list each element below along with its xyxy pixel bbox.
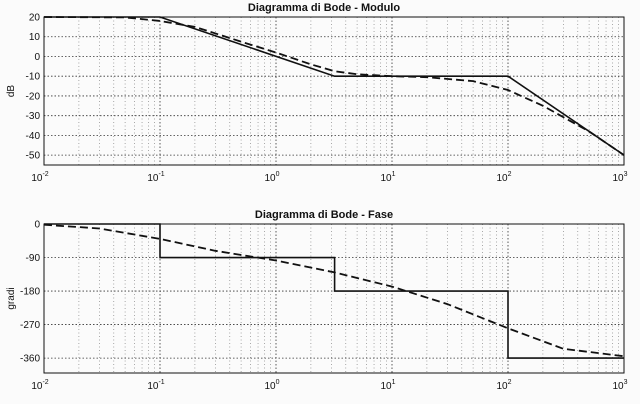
phase-ytick-label: -90 <box>26 253 41 264</box>
phase-xtick-exponent: 3 <box>624 379 628 386</box>
phase-xtick-base: 10 <box>147 381 159 392</box>
magnitude-xtick-exponent: 0 <box>276 171 280 178</box>
magnitude-dashed-curve <box>43 16 625 156</box>
phase-xtick-label: 101 <box>380 379 395 392</box>
phase-ytick-label: 0 <box>34 220 40 231</box>
magnitude-xtick-base: 10 <box>496 173 508 184</box>
phase-xtick-label: 10-2 <box>31 379 48 392</box>
magnitude-ytick-label: -10 <box>26 72 41 83</box>
magnitude-ytick-label: -50 <box>26 151 41 162</box>
phase-xtick-label: 100 <box>264 379 279 392</box>
magnitude-xtick-exponent: 2 <box>508 171 512 178</box>
magnitude-xtick-base: 10 <box>264 173 276 184</box>
phase-ytick-label: -180 <box>20 287 40 298</box>
magnitude-title: Diagramma di Bode - Modulo <box>248 2 400 14</box>
magnitude-xtick-label: 102 <box>496 171 511 184</box>
magnitude-xtick-exponent: 3 <box>624 171 628 178</box>
phase-dashed-curve <box>43 223 625 358</box>
phase-xtick-base: 10 <box>31 381 43 392</box>
magnitude-axes-frame <box>43 16 625 166</box>
magnitude-xtick-base: 10 <box>612 173 624 184</box>
phase-xtick-exponent: -1 <box>158 379 164 386</box>
phase-xtick-base: 10 <box>612 381 624 392</box>
magnitude-xtick-label: 101 <box>380 171 395 184</box>
phase-asymptotic-line <box>44 223 624 359</box>
magnitude-xtick-exponent: 1 <box>392 171 396 178</box>
magnitude-xtick-base: 10 <box>380 173 392 184</box>
phase-title: Diagramma di Bode - Fase <box>255 209 393 221</box>
magnitude-xtick-base: 10 <box>147 173 159 184</box>
magnitude-asymptotic-line <box>44 16 625 156</box>
magnitude-ytick-label: 10 <box>29 32 41 43</box>
phase-xtick-label: 102 <box>496 379 511 392</box>
magnitude-ytick-label: -40 <box>26 131 41 142</box>
phase-xtick-base: 10 <box>380 381 392 392</box>
phase-xtick-label: 10-1 <box>147 379 164 392</box>
phase-axes-frame <box>43 223 625 374</box>
phase-xtick-exponent: 0 <box>276 379 280 386</box>
magnitude-xtick-label: 10-1 <box>147 171 164 184</box>
phase-ylabel: gradi <box>6 287 17 309</box>
phase-xtick-label: 103 <box>612 379 627 392</box>
magnitude-xtick-exponent: -1 <box>158 171 164 178</box>
magnitude-ylabel: dB <box>6 85 17 98</box>
phase-xtick-exponent: 1 <box>392 379 396 386</box>
magnitude-xtick-label: 10-2 <box>31 171 48 184</box>
magnitude-ytick-label: -30 <box>26 111 41 122</box>
phase-xtick-exponent: -2 <box>42 379 48 386</box>
magnitude-ytick-label: 0 <box>34 52 40 63</box>
magnitude-xtick-label: 100 <box>264 171 279 184</box>
magnitude-xtick-label: 103 <box>612 171 627 184</box>
magnitude-xtick-base: 10 <box>31 173 43 184</box>
magnitude-ytick-label: -20 <box>26 91 41 102</box>
phase-xtick-base: 10 <box>496 381 508 392</box>
magnitude-ytick-label: 20 <box>29 13 41 24</box>
phase-ytick-label: -360 <box>20 354 40 365</box>
phase-ytick-label: -270 <box>20 320 40 331</box>
phase-xtick-exponent: 2 <box>508 379 512 386</box>
phase-xtick-base: 10 <box>264 381 276 392</box>
magnitude-xtick-exponent: -2 <box>42 171 48 178</box>
